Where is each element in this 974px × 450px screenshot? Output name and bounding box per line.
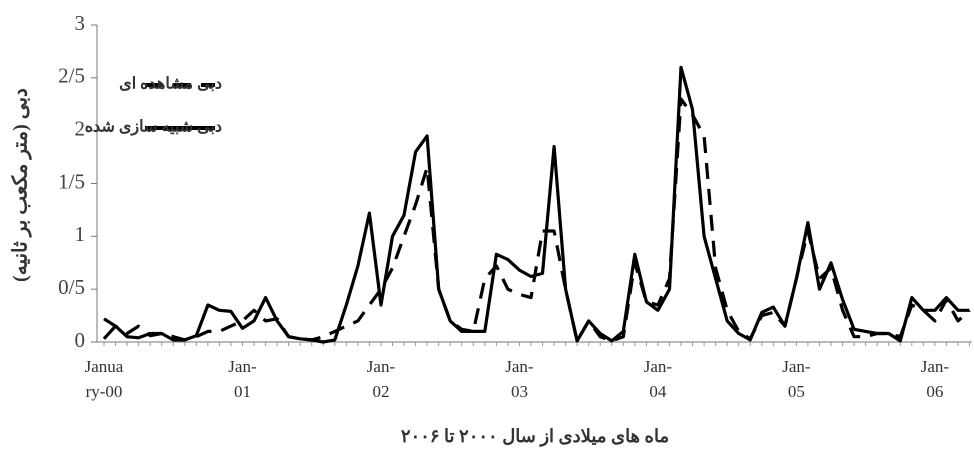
legend-label: دبی شبیه سازی شده [85, 119, 222, 137]
x-tick-label: Jan-03 [505, 357, 534, 401]
y-tick-label: 1/5 [58, 169, 85, 193]
y-tick-label: 2/5 [58, 64, 85, 88]
y-tick-label: 0/5 [58, 275, 85, 299]
x-tick-label: January-00 [84, 357, 124, 401]
data-line [103, 97, 971, 343]
y-tick-label: 1 [75, 222, 86, 246]
y-tick-label: 0 [75, 328, 86, 352]
x-tick-label: Jan-06 [920, 357, 950, 401]
y-tick-label: 2 [75, 116, 86, 140]
x-tick-label: Jan-05 [782, 357, 811, 401]
legend-label: دبی مشاهده ای [119, 76, 222, 93]
x-tick-label: Jan-04 [643, 357, 673, 401]
y-tick-label: 3 [75, 11, 86, 35]
y-axis-label: دبی (متر مکعب بر ثانیه) [10, 88, 33, 282]
x-tick-label: Jan-01 [228, 357, 257, 401]
data-line [102, 65, 970, 344]
x-tick-label: Jan-02 [366, 357, 396, 401]
x-axis-label: ماه های میلادی از سال ۲۰۰۰ تا ۲۰۰۶ [401, 426, 669, 447]
